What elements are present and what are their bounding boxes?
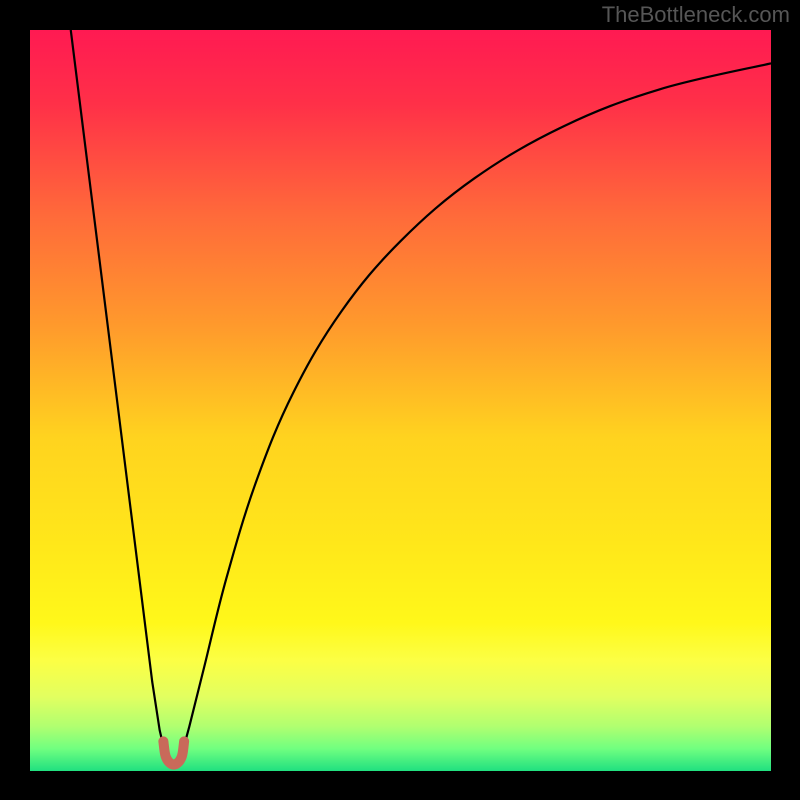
chart-canvas bbox=[0, 0, 800, 800]
plot-background bbox=[30, 30, 771, 771]
watermark-text: TheBottleneck.com bbox=[602, 2, 790, 28]
